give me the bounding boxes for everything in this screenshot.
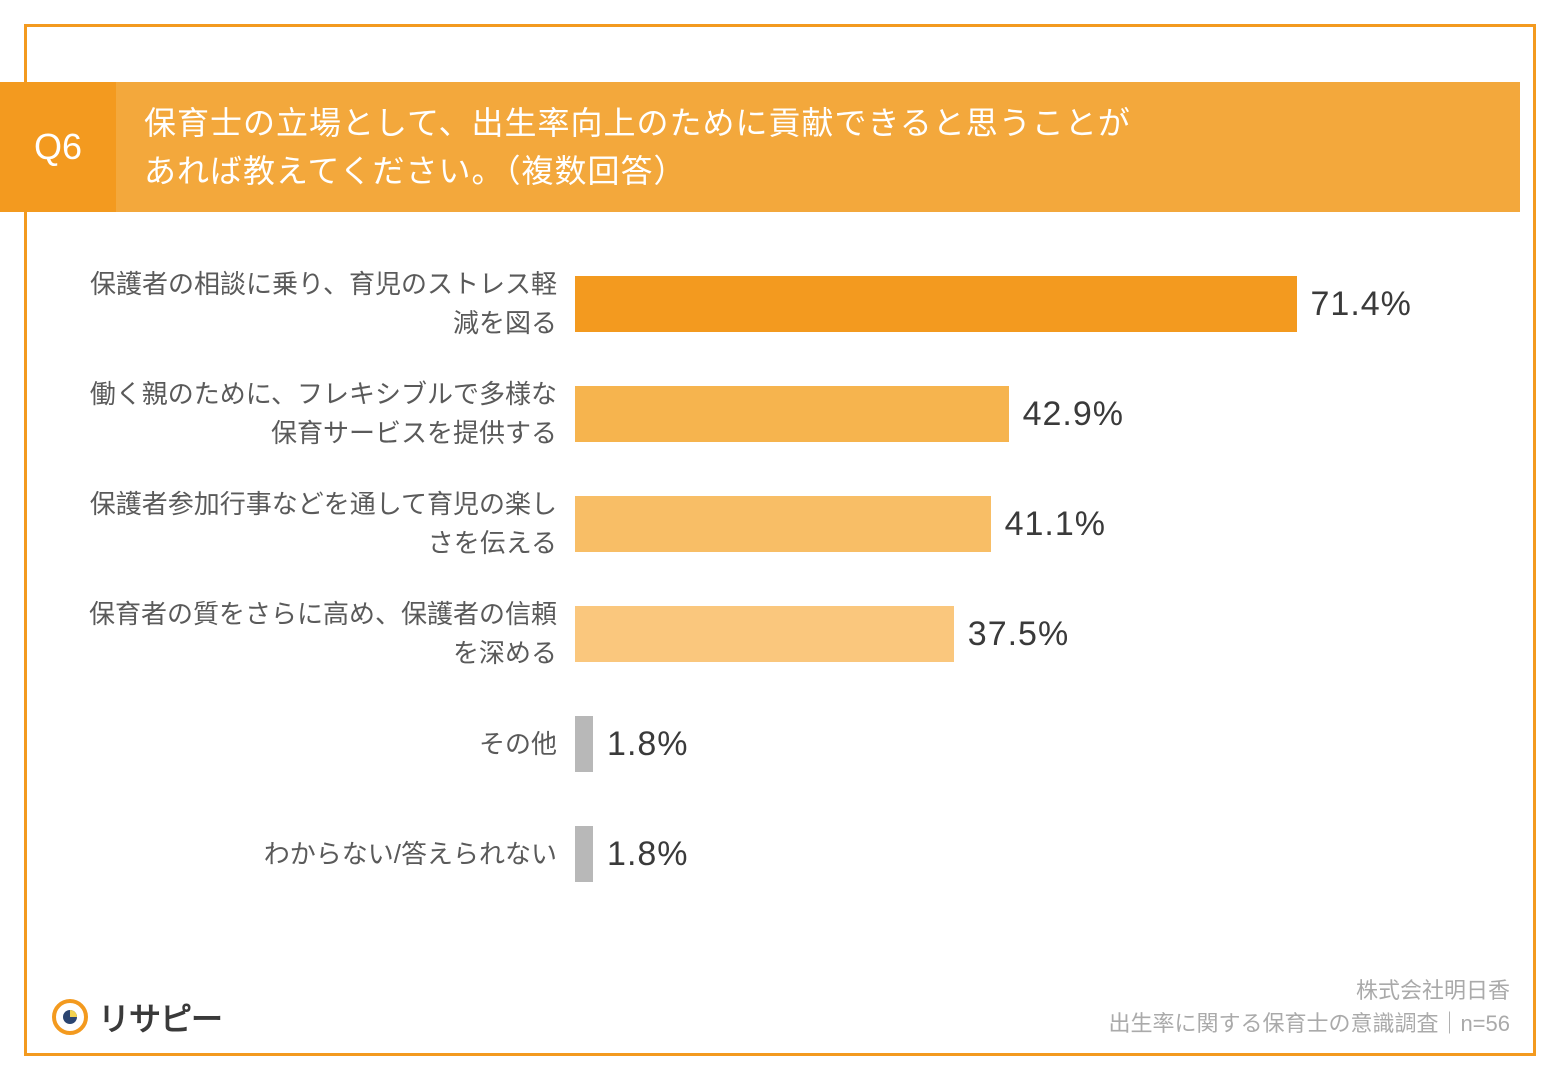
bar-label: 働く親のために、フレキシブルで多様な保育サービスを提供する — [80, 375, 575, 453]
bar-fill — [575, 276, 1297, 332]
bar-label: 保護者の相談に乗り、育児のストレス軽減を図る — [80, 265, 575, 343]
bar-value: 1.8% — [607, 725, 689, 764]
logo-icon — [50, 997, 90, 1037]
bar-fill — [575, 386, 1009, 442]
bar-value: 42.9% — [1023, 395, 1124, 434]
bar-fill — [575, 716, 593, 772]
bar-row: 保育者の質をさらに高め、保護者の信頼を深める37.5% — [80, 600, 1500, 668]
bar-label: 保育者の質をさらに高め、保護者の信頼を深める — [80, 595, 575, 673]
bar-container: 42.9% — [575, 386, 1500, 442]
question-title-line1: 保育士の立場として、出生率向上のために貢献できると思うことが — [144, 105, 1131, 141]
bar-label: わからない/答えられない — [80, 835, 575, 874]
bar-row: 保護者の相談に乗り、育児のストレス軽減を図る71.4% — [80, 270, 1500, 338]
bar-value: 37.5% — [968, 615, 1069, 654]
bar-fill — [575, 606, 954, 662]
bar-value: 71.4% — [1311, 285, 1412, 324]
bar-label: 保護者参加行事などを通して育児の楽しさを伝える — [80, 485, 575, 563]
bar-row: 保護者参加行事などを通して育児の楽しさを伝える41.1% — [80, 490, 1500, 558]
logo-text: リサピー — [98, 994, 222, 1040]
bar-chart: 保護者の相談に乗り、育児のストレス軽減を図る71.4% 働く親のために、フレキシブ… — [80, 270, 1500, 960]
bar-row: その他 1.8% — [80, 710, 1500, 778]
bar-container: 41.1% — [575, 496, 1500, 552]
credit-company: 株式会社明日香 — [1108, 974, 1510, 1007]
bar-fill — [575, 826, 593, 882]
question-number: Q6 — [0, 82, 116, 212]
footer: リサピー 株式会社明日香 出生率に関する保育士の意識調査｜n=56 — [50, 974, 1510, 1040]
bar-label: その他 — [80, 725, 575, 764]
bar-row: わからない/答えられない 1.8% — [80, 820, 1500, 888]
bar-container: 1.8% — [575, 716, 1500, 772]
question-title-line2: あれば教えてください。（複数回答） — [144, 153, 686, 189]
bar-value: 1.8% — [607, 835, 689, 874]
bar-container: 1.8% — [575, 826, 1500, 882]
logo: リサピー — [50, 994, 222, 1040]
credits: 株式会社明日香 出生率に関する保育士の意識調査｜n=56 — [1108, 974, 1510, 1040]
question-title: 保育士の立場として、出生率向上のために貢献できると思うことが あれば教えてくださ… — [116, 82, 1520, 212]
bar-row: 働く親のために、フレキシブルで多様な保育サービスを提供する42.9% — [80, 380, 1500, 448]
bar-fill — [575, 496, 991, 552]
bar-container: 71.4% — [575, 276, 1500, 332]
header-bar: Q6 保育士の立場として、出生率向上のために貢献できると思うことが あれば教えて… — [0, 82, 1520, 212]
bar-container: 37.5% — [575, 606, 1500, 662]
credit-survey: 出生率に関する保育士の意識調査｜n=56 — [1108, 1007, 1510, 1040]
bar-value: 41.1% — [1005, 505, 1106, 544]
